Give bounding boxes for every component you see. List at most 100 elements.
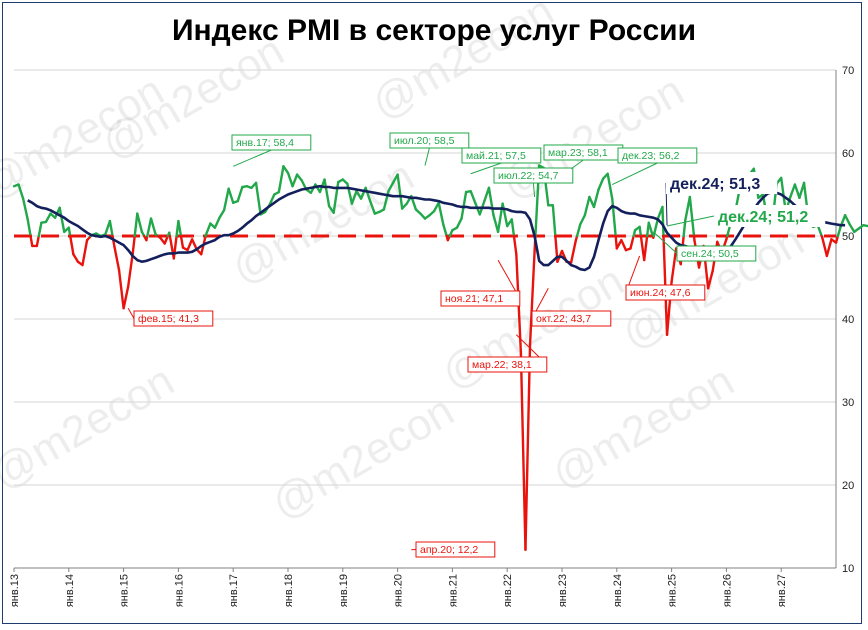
- annotation-box: [493, 167, 574, 184]
- annotation-label: дек.24; 51,2: [718, 209, 808, 226]
- pmi-segment: [592, 188, 600, 209]
- x-tick-label: янв.26: [721, 574, 733, 607]
- annotation-label: янв.17; 58,4: [236, 137, 294, 149]
- pmi-segment: [350, 189, 358, 205]
- annotation-label: мар.22; 38,1: [472, 359, 532, 371]
- pmi-segment: [81, 238, 89, 267]
- pmi-segment: [519, 351, 527, 551]
- annotation-label: апр.20; 12,2: [420, 544, 478, 556]
- pmi-segment: [190, 238, 198, 251]
- pmi-segment: [108, 219, 114, 238]
- pmi-segment: [133, 212, 139, 238]
- annotation-box: [467, 356, 548, 373]
- pmi-segment: [816, 224, 823, 238]
- annotation-label: июл.20; 58,5: [394, 135, 455, 147]
- y-tick-label: 20: [842, 480, 854, 492]
- pmi-segment: [44, 212, 52, 224]
- pmi-segment: [295, 173, 303, 182]
- pmi-segment: [579, 214, 587, 226]
- watermark-text: @m2econ: [543, 356, 742, 499]
- pmi-segment: [177, 219, 183, 238]
- watermark-text: @m2econ: [493, 66, 692, 209]
- pmi-segment: [510, 218, 516, 238]
- pmi-segment: [35, 234, 40, 248]
- x-tick-label: янв.25: [667, 574, 679, 607]
- annotation-leader: [570, 159, 584, 170]
- annotation-box: [415, 541, 496, 558]
- pmi-segment: [512, 234, 518, 256]
- pmi-segment: [643, 234, 649, 262]
- annotation-box: [617, 147, 698, 164]
- pmi-segment: [836, 225, 842, 238]
- pmi-segment: [551, 204, 557, 238]
- pmi-segment: [69, 234, 75, 256]
- annotation-box: [231, 134, 312, 151]
- annotation-label: дек.23; 56,2: [622, 150, 680, 162]
- annotation-leader: [666, 215, 715, 227]
- axes-layer: 10 20 30 40 50 60 70 янв.13 янв.14 янв.15 янв.16 ян…: [9, 65, 854, 607]
- pmi-segment: [186, 238, 194, 252]
- pmi-segment: [163, 234, 170, 245]
- x-tick-label: янв.22: [502, 574, 514, 607]
- pmi-segment: [620, 238, 628, 252]
- pmi-segment: [706, 269, 714, 290]
- x-tick-label: янв.13: [9, 574, 21, 607]
- x-tick-label: янв.23: [557, 574, 569, 607]
- pmi-segment: [396, 173, 404, 210]
- pmi-segment: [387, 181, 395, 193]
- annotation-box: [666, 172, 778, 194]
- pmi-segment: [72, 253, 80, 263]
- pmi-segment: [647, 221, 655, 238]
- annotation-label: фев.15; 41,3: [138, 313, 199, 325]
- pmi-segment: [501, 202, 509, 228]
- pmi-segment: [227, 187, 235, 205]
- watermark-text: @m2econ: [363, 0, 562, 129]
- pmi-segment: [569, 239, 577, 264]
- pmi-segment: [179, 234, 185, 249]
- annotation-leader: [233, 149, 272, 167]
- pmi-segment: [323, 178, 331, 208]
- pmi-segment: [67, 226, 72, 238]
- pmi-segment: [615, 238, 623, 250]
- pmi-segment: [236, 185, 244, 203]
- pmi-segment: [37, 221, 43, 238]
- annotation-label: мар.23; 58,1: [548, 147, 608, 159]
- pmi-segment: [611, 197, 617, 238]
- pmi-segment: [455, 217, 463, 229]
- pmi-segment: [606, 172, 614, 200]
- pmi-segment: [277, 165, 285, 194]
- pmi-segment: [218, 209, 226, 219]
- annotation-box: [676, 245, 757, 262]
- pmi-segment: [638, 225, 643, 238]
- x-tick-label: янв.21: [447, 574, 459, 607]
- x-tick-label: янв.24: [612, 574, 624, 607]
- x-tick-label: янв.27: [776, 574, 788, 607]
- watermark-text: @m2econ: [223, 151, 422, 294]
- pmi-segment: [291, 173, 299, 188]
- pmi-segment: [17, 183, 25, 200]
- annotation-leader: [652, 231, 678, 254]
- pmi-segment: [575, 223, 582, 238]
- x-tick-label: янв.18: [283, 574, 295, 607]
- pmi-segment: [848, 223, 856, 234]
- x-tick-label: янв.20: [393, 574, 405, 607]
- pmi-segment: [117, 268, 125, 310]
- pmi-segment: [843, 214, 851, 226]
- pmi-segment: [113, 245, 121, 272]
- pmi-segment: [862, 224, 868, 228]
- annotation-box: [389, 132, 470, 149]
- pmi-segment: [149, 217, 157, 236]
- pmi-segment: [254, 181, 262, 216]
- annotation-leader: [612, 162, 658, 185]
- annotation-layer: фев.15; 41,3 янв.17; 58,4 июл.20; 58,5 май.…: [127, 132, 826, 558]
- pmi-segment: [437, 201, 445, 226]
- pmi-segment: [487, 186, 495, 217]
- y-tick-label: 10: [842, 563, 854, 575]
- annotation-box: [531, 310, 612, 327]
- annotation-label: июл.22; 54,7: [498, 170, 559, 182]
- y-tick-label: 30: [842, 397, 854, 409]
- pmi-segment: [204, 222, 212, 237]
- pmi-segment: [821, 236, 829, 258]
- y-tick-label: 50: [842, 231, 854, 243]
- pmi-segment: [583, 195, 591, 217]
